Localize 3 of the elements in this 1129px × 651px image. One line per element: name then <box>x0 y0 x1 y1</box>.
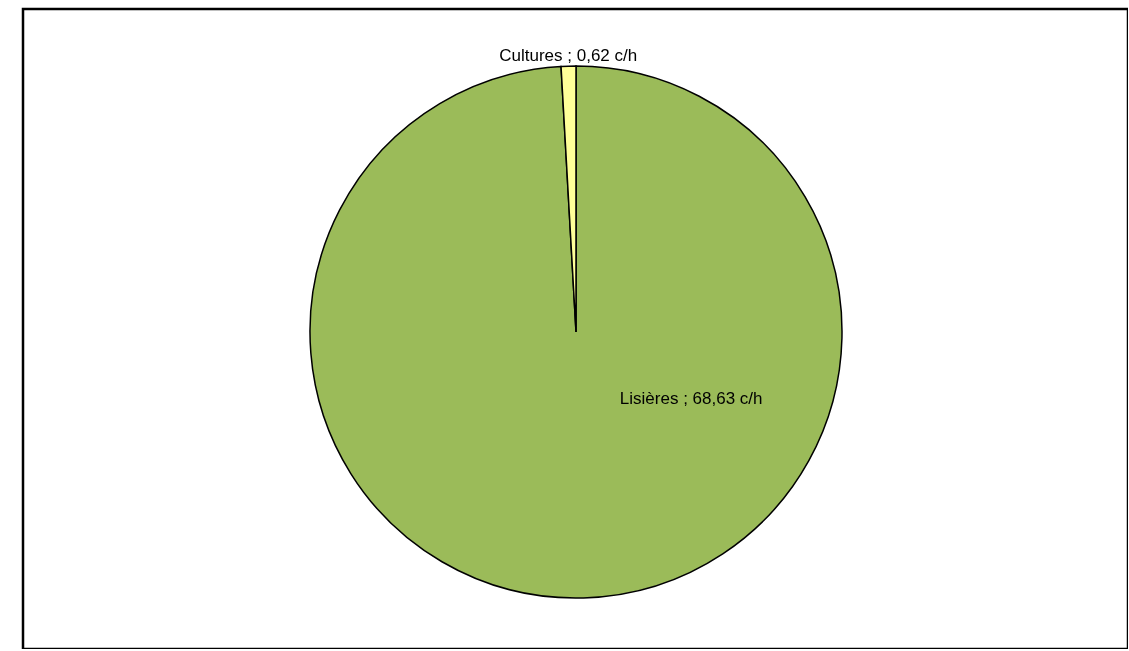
slice-label: Lisières ; 68,63 c/h <box>619 388 763 408</box>
slice-label: Cultures ; 0,62 c/h <box>499 46 638 66</box>
pie-slice <box>309 65 843 599</box>
